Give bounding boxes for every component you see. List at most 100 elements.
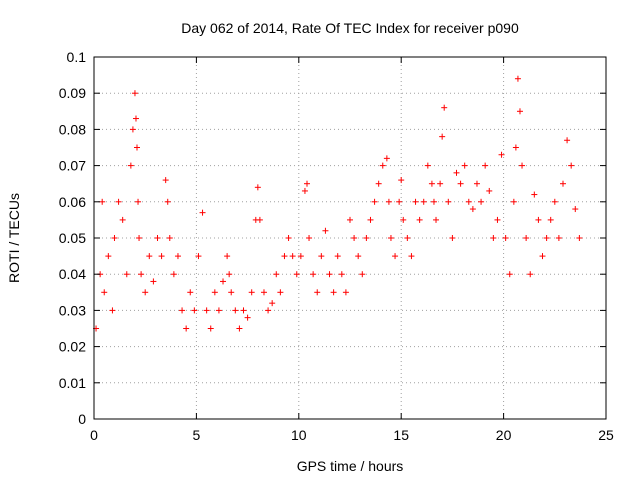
data-point (211, 289, 218, 296)
data-point (559, 180, 566, 187)
data-point (154, 235, 161, 241)
data-point (199, 209, 206, 216)
data-point (527, 271, 534, 278)
data-point (132, 115, 139, 122)
data-point (445, 198, 452, 205)
data-point (162, 177, 169, 184)
data-point (248, 289, 255, 296)
data-point (158, 253, 165, 260)
data-point (424, 162, 431, 169)
data-point (428, 180, 435, 187)
data-point (555, 235, 562, 241)
data-point (260, 289, 267, 296)
data-point (523, 235, 530, 241)
data-point (191, 307, 198, 314)
x-tick-label: 5 (193, 427, 201, 443)
data-point (465, 198, 472, 205)
data-point (203, 307, 210, 314)
data-point (371, 198, 378, 205)
y-tick-label: 0.01 (59, 375, 86, 391)
data-point (363, 235, 370, 241)
data-point (187, 289, 194, 296)
data-point (297, 253, 304, 260)
data-point (359, 271, 366, 278)
data-point (355, 253, 362, 260)
data-point (164, 198, 171, 205)
data-point (367, 216, 374, 223)
y-tick-label: 0.05 (59, 230, 86, 246)
data-point (539, 253, 546, 260)
data-point (519, 162, 526, 169)
x-tick-label: 25 (598, 427, 614, 443)
data-point (439, 133, 446, 140)
data-point (310, 271, 317, 278)
data-point (502, 235, 509, 241)
y-tick-label: 0 (78, 411, 86, 427)
data-point (166, 235, 173, 241)
data-point (142, 289, 149, 296)
data-point (220, 278, 227, 285)
data-point (224, 253, 231, 260)
data-point (254, 184, 261, 191)
data-point (461, 162, 468, 169)
data-point (146, 253, 153, 260)
data-point (303, 180, 310, 187)
data-point (115, 198, 122, 205)
data-point (473, 180, 480, 187)
data-point (289, 253, 296, 260)
data-point (494, 216, 501, 223)
data-point (318, 253, 325, 260)
data-point (136, 235, 143, 241)
data-point (99, 198, 106, 205)
data-point (174, 253, 181, 260)
data-point (469, 206, 476, 213)
data-point (138, 271, 145, 278)
data-point (437, 180, 444, 187)
data-point (514, 75, 521, 82)
data-point (482, 162, 489, 169)
data-point (256, 216, 263, 223)
data-point (306, 235, 313, 241)
y-tick-label: 0.04 (59, 266, 86, 282)
data-point (131, 90, 138, 97)
data-point (265, 307, 272, 314)
data-point (531, 191, 538, 198)
data-point (420, 198, 427, 205)
data-point (123, 271, 130, 278)
data-point (127, 162, 134, 169)
data-point (281, 253, 288, 260)
data-point (134, 144, 141, 151)
data-point (457, 180, 464, 187)
y-axis-label: ROTI / TECUs (6, 193, 22, 283)
data-point (322, 227, 329, 234)
data-point (330, 289, 337, 296)
data-point (273, 271, 280, 278)
data-point (111, 235, 118, 241)
data-point (314, 289, 321, 296)
data-point (179, 307, 186, 314)
data-point (506, 271, 513, 278)
data-point (105, 253, 112, 260)
data-point (150, 278, 157, 285)
data-point (301, 187, 308, 194)
data-point (119, 216, 126, 223)
data-point (195, 253, 202, 260)
data-point (412, 198, 419, 205)
data-point (240, 307, 247, 314)
data-point (232, 307, 239, 314)
y-tick-label: 0.1 (67, 49, 87, 65)
x-tick-label: 0 (90, 427, 98, 443)
data-point (379, 162, 386, 169)
y-tick-label: 0.02 (59, 339, 86, 355)
data-point (564, 137, 571, 144)
data-point (170, 271, 177, 278)
data-point (535, 216, 542, 223)
data-point (334, 253, 341, 260)
data-point (183, 325, 190, 332)
data-point (326, 271, 333, 278)
data-point (342, 289, 349, 296)
chart-title: Day 062 of 2014, Rate Of TEC Index for r… (181, 20, 519, 36)
data-point (396, 198, 403, 205)
data-point (226, 271, 233, 278)
